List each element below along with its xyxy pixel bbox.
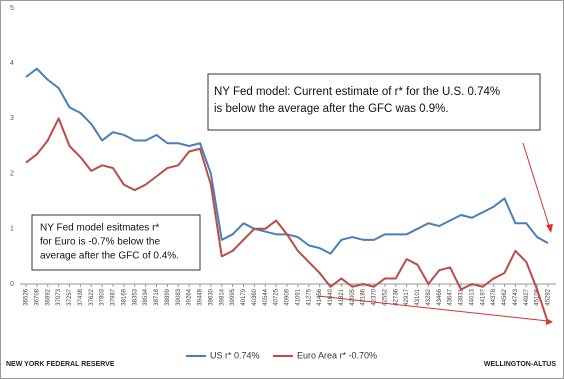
x-tick-label: 40179 [241, 288, 247, 305]
x-tick-label: 42917 [404, 288, 410, 305]
x-tick-label: 41821 [339, 288, 345, 305]
x-tick-label: 39995 [230, 288, 236, 305]
x-tick-label: 39083 [176, 288, 182, 305]
x-tick-label: 43831 [459, 288, 465, 305]
legend-label: Euro Area r* -0.70% [297, 350, 377, 360]
x-tick-label: 36708 [34, 288, 40, 305]
x-tick-label: 37438 [78, 288, 84, 305]
source: NEW YORK FEDERAL RESERVE [6, 361, 115, 368]
x-tick-label: 41640 [328, 288, 334, 305]
y-tick-label: 4 [10, 60, 14, 67]
x-tick-label: 40544 [263, 288, 269, 305]
x-tick-label: 37073 [56, 288, 62, 305]
y-tick-label: 0 [10, 281, 14, 288]
y-tick-label: 5 [10, 5, 14, 12]
x-tick-label: 36526 [24, 288, 30, 305]
x-tick-label: 45292 [546, 288, 552, 305]
x-tick-label: 43647 [448, 288, 454, 305]
x-tick-label: 38899 [165, 288, 171, 305]
annotation: average after the GFC of 0.4%. [40, 251, 179, 262]
brand: WELLINGTON-ALTUS [484, 361, 556, 368]
x-tick-label: 44378 [491, 288, 497, 305]
annotation-box [31, 214, 201, 271]
x-tick-label: 40360 [252, 288, 258, 305]
x-tick-label: 42552 [382, 288, 388, 305]
x-tick-label: 40909 [285, 288, 291, 305]
x-tick-label: 44562 [502, 288, 508, 305]
x-tick-label: 44927 [524, 288, 530, 305]
x-tick-label: 45108 [535, 288, 541, 305]
series-line [25, 117, 549, 323]
x-tick-label: 44013 [469, 288, 475, 305]
arrow [317, 295, 549, 322]
x-tick-label: 37622 [89, 288, 95, 305]
annotation-box [207, 73, 541, 131]
x-tick-label: 42186 [361, 288, 367, 305]
annotation: for Euro is -0.7% below the [40, 237, 160, 248]
legend-label: US r* 0.74% [210, 350, 260, 360]
x-tick-label: 37257 [67, 288, 73, 305]
y-tick-label: 3 [10, 115, 14, 122]
x-tick-label: 43282 [426, 288, 432, 305]
x-tick-label: 39814 [219, 288, 225, 305]
annotation: is below the average after the GFC was 0… [214, 103, 449, 115]
x-tick-label: 40725 [274, 288, 280, 305]
x-tick-label: 37987 [111, 288, 117, 305]
arrow [522, 142, 551, 230]
x-tick-label: 38534 [143, 288, 149, 305]
x-tick-label: 42736 [393, 288, 399, 305]
x-tick-label: 42370 [372, 288, 378, 305]
x-tick-label: 39448 [198, 288, 204, 305]
y-tick-label: 1 [10, 226, 14, 233]
x-tick-label: 38169 [121, 288, 127, 305]
x-tick-label: 39630 [208, 288, 214, 305]
annotation: NY Fed model: Current estimate of r* for… [214, 86, 500, 98]
y-tick-label: 2 [10, 170, 14, 177]
x-tick-label: 39264 [187, 288, 193, 305]
x-tick-label: 38718 [154, 288, 160, 305]
x-tick-label: 37803 [100, 288, 106, 305]
x-tick-label: 43101 [415, 288, 421, 305]
annotation: NY Fed model esitmates r* [40, 223, 159, 234]
x-tick-label: 36892 [45, 288, 51, 305]
arrow-head [546, 224, 553, 233]
x-tick-label: 41456 [317, 288, 323, 305]
x-tick-label: 41275 [306, 288, 312, 305]
x-tick-label: 41091 [295, 288, 301, 305]
x-tick-label: 43466 [437, 288, 443, 305]
x-tick-label: 38353 [132, 288, 138, 305]
x-tick-label: 44743 [513, 288, 519, 305]
x-tick-label: 44197 [480, 288, 486, 305]
x-tick-label: 42005 [350, 288, 356, 305]
